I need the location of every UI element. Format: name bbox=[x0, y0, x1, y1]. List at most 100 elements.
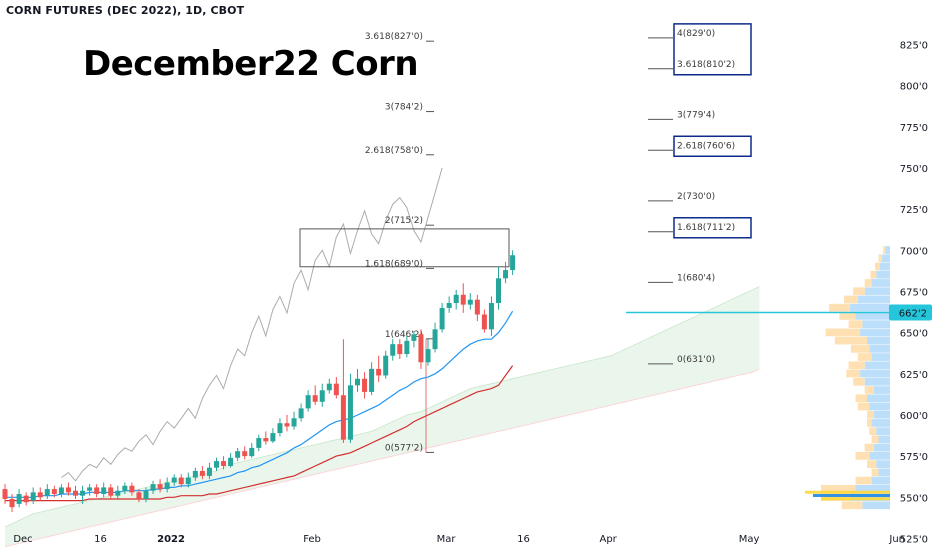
overlay-line bbox=[61, 167, 443, 482]
price-tick-label: 825'0 bbox=[900, 40, 928, 51]
time-axis[interactable]: Dec 16 2022 Feb Mar 16 Apr May Jun bbox=[13, 534, 905, 545]
candle-body bbox=[136, 492, 142, 499]
candle-body bbox=[298, 408, 304, 419]
candle-body bbox=[73, 490, 78, 496]
volume-profile-bar bbox=[871, 419, 890, 427]
volume-profile-bar bbox=[869, 452, 890, 460]
volume-profile-bar bbox=[855, 312, 890, 320]
candle-body bbox=[58, 487, 64, 495]
fib-highlight-box bbox=[673, 23, 752, 76]
fib-highlight-box bbox=[673, 217, 752, 239]
volume-profile-bar bbox=[853, 377, 865, 386]
volume-profile-bar bbox=[821, 493, 851, 501]
volume-profile-bar bbox=[855, 452, 870, 460]
volume-profile-bar bbox=[860, 328, 890, 337]
candle-body bbox=[277, 423, 283, 434]
volume-profile-bar bbox=[878, 468, 890, 477]
fib-level-label: 2(715'2) bbox=[385, 216, 423, 226]
candle-body bbox=[496, 278, 501, 303]
candle-body bbox=[80, 490, 86, 496]
volume-profile-bar bbox=[879, 262, 890, 271]
fib-level-label: 1(680'4) bbox=[677, 273, 715, 283]
price-tick-label: 675'0 bbox=[900, 287, 928, 298]
volume-poc-bar bbox=[821, 497, 890, 501]
volume-profile-bar bbox=[846, 369, 861, 378]
fib-highlight-box bbox=[673, 135, 752, 158]
volume-profile-bar bbox=[864, 279, 872, 287]
volume-profile-bar bbox=[829, 303, 850, 312]
volume-profile-bar bbox=[878, 435, 890, 444]
volume-profile-bar bbox=[878, 254, 882, 263]
candle-body bbox=[178, 477, 184, 485]
price-axis[interactable]: 525'0 550'0 575'0 600'0 625'0 650'0 675'0 700'0… bbox=[889, 40, 932, 545]
volume-profile-bar bbox=[871, 476, 890, 485]
volume-profile-bar bbox=[844, 295, 858, 304]
fib-level-label: 1.618(689'0) bbox=[365, 259, 423, 269]
candle-body bbox=[333, 383, 339, 396]
volume-profile-bar bbox=[860, 369, 890, 378]
candle-body bbox=[44, 489, 50, 496]
candle-body bbox=[94, 487, 100, 495]
volume-profile-bar bbox=[857, 402, 870, 411]
volume-profile-bar bbox=[881, 254, 890, 263]
candle-body bbox=[467, 299, 473, 305]
volume-profile-bar bbox=[871, 435, 879, 444]
fib-level-label: 1(646'2) bbox=[385, 330, 423, 340]
volume-poc-bar bbox=[805, 490, 890, 494]
price-tick-label: 550'0 bbox=[900, 493, 928, 504]
price-tick-label: 775'0 bbox=[900, 123, 928, 134]
chart-title: December22 Corn bbox=[83, 44, 419, 84]
volume-poc-bar bbox=[813, 494, 890, 498]
candle-body bbox=[503, 270, 509, 279]
time-tick-label: 2022 bbox=[157, 534, 185, 545]
candle-body bbox=[474, 299, 480, 315]
volume-profile-bar bbox=[862, 501, 890, 510]
candle-body bbox=[397, 344, 403, 355]
candle-body bbox=[404, 340, 410, 355]
price-tick-label: 575'0 bbox=[900, 452, 928, 463]
volume-profile-bar bbox=[834, 336, 867, 345]
candle-body bbox=[291, 418, 297, 427]
price-tick-label: 750'0 bbox=[900, 164, 928, 175]
target-zone-box bbox=[299, 228, 510, 268]
candle-body bbox=[16, 494, 22, 504]
volume-profile-bar bbox=[850, 493, 890, 501]
candle-body bbox=[150, 484, 156, 491]
last-price-badge bbox=[889, 304, 932, 321]
volume-profile-bar bbox=[864, 386, 874, 394]
time-tick-label: 16 bbox=[517, 534, 530, 545]
volume-profile-bar bbox=[821, 484, 856, 493]
candle-body bbox=[115, 490, 121, 496]
volume-profile-bar bbox=[871, 279, 890, 287]
candle-body bbox=[263, 438, 269, 442]
volume-profile-bar bbox=[855, 476, 872, 485]
volume-profile-bar bbox=[849, 303, 890, 312]
volume-profile-bar bbox=[869, 344, 890, 353]
volume-profile-bar bbox=[873, 386, 890, 394]
candle-body bbox=[30, 492, 36, 501]
symbol-title[interactable]: CORN FUTURES (DEC 2022), 1D, CBOT bbox=[6, 4, 245, 17]
fib-level-label: 1.618(711'2) bbox=[677, 223, 735, 233]
candle-body bbox=[432, 329, 438, 350]
lower-band-line bbox=[5, 365, 514, 502]
volume-profile-bar bbox=[867, 394, 890, 403]
candle-body bbox=[87, 487, 93, 491]
volume-profile-bar bbox=[869, 402, 890, 411]
candle-body bbox=[101, 487, 107, 495]
candle-body bbox=[9, 498, 15, 508]
candle-body bbox=[235, 451, 241, 458]
time-tick-label: Apr bbox=[599, 534, 617, 545]
candle-body bbox=[369, 368, 375, 392]
candle-body bbox=[23, 495, 29, 503]
price-tick-label: 800'0 bbox=[900, 82, 928, 93]
time-tick-label: 16 bbox=[94, 534, 107, 545]
volume-profile-bar bbox=[873, 443, 890, 452]
candle-body bbox=[185, 477, 191, 485]
candle-body bbox=[376, 368, 382, 376]
time-tick-label: Mar bbox=[437, 534, 457, 545]
volume-profile-bar bbox=[857, 353, 872, 361]
price-tick-label: 725'0 bbox=[900, 205, 928, 216]
candle-body bbox=[51, 489, 57, 495]
volume-profile-bar bbox=[867, 336, 890, 345]
